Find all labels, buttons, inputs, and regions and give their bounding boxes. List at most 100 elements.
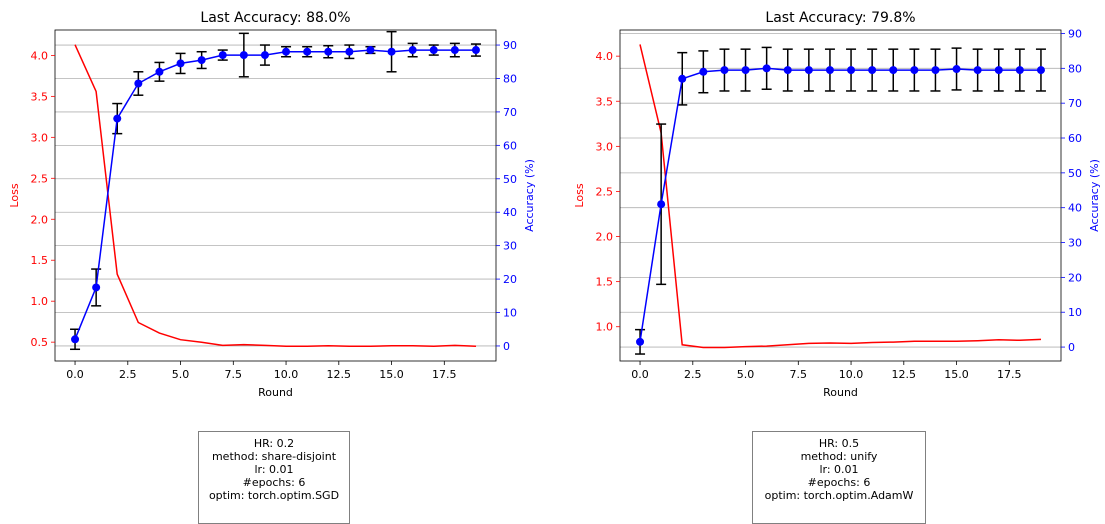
config-line-lr: lr: 0.01 xyxy=(254,463,294,476)
accuracy-point xyxy=(699,67,708,76)
accuracy-point xyxy=(678,74,687,83)
accuracy-point xyxy=(282,47,291,56)
right-y-tick-label: 70 xyxy=(1068,97,1082,110)
accuracy-point xyxy=(783,66,792,75)
x-tick-label: 15.0 xyxy=(944,368,969,381)
left-y-tick-label: 1.0 xyxy=(31,295,49,308)
left-y-tick-label: 0.5 xyxy=(31,336,49,349)
x-tick-label: 7.5 xyxy=(225,368,243,381)
accuracy-point xyxy=(910,66,919,75)
accuracy-point xyxy=(387,47,396,56)
right-y-tick-label: 40 xyxy=(503,206,517,219)
accuracy-point xyxy=(176,59,185,68)
chart-1: 0.0 2.5 5.0 7.5 10.0 12.5 15.0 17.5 0.5 1.0 1.5 2.0… xyxy=(8,10,536,399)
accuracy-point xyxy=(408,46,417,55)
accuracy-point xyxy=(429,46,438,55)
config-line-hr: HR: 0.5 xyxy=(818,437,860,450)
right-y-tick-label: 0 xyxy=(503,340,510,353)
right-y-tick-label: 70 xyxy=(503,106,517,119)
x-tick-label: 0.0 xyxy=(631,368,649,381)
accuracy-point xyxy=(636,337,645,346)
x-tick-label: 2.5 xyxy=(684,368,702,381)
x-axis-label: Round xyxy=(823,386,858,399)
accuracy-line xyxy=(74,49,476,340)
right-y-tick-label: 50 xyxy=(503,173,517,186)
plot-frame xyxy=(54,29,497,362)
config-line-lr: lr: 0.01 xyxy=(819,463,859,476)
right-y-tick-label: 90 xyxy=(1068,27,1082,40)
accuracy-point xyxy=(113,114,122,123)
accuracy-point xyxy=(303,47,312,56)
left-y-axis-label: Loss xyxy=(8,183,21,207)
config-line-epochs: #epochs: 6 xyxy=(242,476,306,489)
accuracy-point xyxy=(71,335,80,344)
accuracy-point xyxy=(1036,66,1045,75)
accuracy-point xyxy=(720,66,729,75)
loss-line xyxy=(74,44,477,348)
accuracy-point xyxy=(762,64,771,73)
left-y-tick-label: 2.0 xyxy=(31,213,49,226)
right-y-axis-label: Accuracy (%) xyxy=(1088,159,1101,232)
right-y-tick-label: 50 xyxy=(1068,167,1082,180)
left-y-tick-label: 3.5 xyxy=(596,95,614,108)
accuracy-point xyxy=(197,56,206,65)
left-y-tick-label: 1.0 xyxy=(596,321,614,334)
left-y-tick-label: 4.0 xyxy=(31,49,49,62)
config-line-optim: optim: torch.optim.AdamW xyxy=(764,489,914,502)
config-line-method: method: unify xyxy=(800,450,878,463)
accuracy-point xyxy=(889,66,898,75)
x-tick-label: 10.0 xyxy=(274,368,299,381)
right-y-tick-label: 60 xyxy=(1068,132,1082,145)
right-y-axis-label: Accuracy (%) xyxy=(523,159,536,232)
accuracy-point xyxy=(868,66,877,75)
accuracy-point xyxy=(952,65,961,74)
accuracy-point xyxy=(324,47,333,56)
accuracy-point xyxy=(471,46,480,55)
x-tick-label: 7.5 xyxy=(790,368,808,381)
left-y-axis-label: Loss xyxy=(573,183,586,207)
left-y-tick-label: 2.0 xyxy=(596,231,614,244)
x-tick-label: 5.0 xyxy=(737,368,755,381)
right-y-tick-label: 80 xyxy=(503,72,517,85)
left-y-tick-label: 2.5 xyxy=(31,172,49,185)
x-axis-label: Round xyxy=(258,386,293,399)
config-line-hr: HR: 0.2 xyxy=(253,437,295,450)
right-y-tick-label: 40 xyxy=(1068,202,1082,215)
right-y-tick-label: 0 xyxy=(1068,341,1075,354)
right-y-tick-label: 10 xyxy=(1068,306,1082,319)
accuracy-point xyxy=(218,51,227,60)
x-tick-label: 10.0 xyxy=(839,368,864,381)
right-y-tick-label: 90 xyxy=(503,39,517,52)
right-y-tick-label: 60 xyxy=(503,139,517,152)
x-tick-label: 15.0 xyxy=(379,368,404,381)
loss-line xyxy=(639,44,1042,349)
accuracy-point xyxy=(825,66,834,75)
left-y-tick-label: 1.5 xyxy=(596,276,614,289)
chart-title: Last Accuracy: 88.0% xyxy=(200,10,350,26)
config-line-epochs: #epochs: 6 xyxy=(807,476,871,489)
accuracy-point xyxy=(657,200,666,209)
accuracy-point xyxy=(155,67,164,76)
right-y-tick-label: 30 xyxy=(503,240,517,253)
accuracy-point xyxy=(1015,66,1024,75)
accuracy-point xyxy=(994,66,1003,75)
x-tick-label: 12.5 xyxy=(327,368,352,381)
left-y-tick-label: 2.5 xyxy=(596,185,614,198)
accuracy-line xyxy=(639,67,1041,342)
x-tick-label: 0.0 xyxy=(66,368,84,381)
accuracy-point xyxy=(345,47,354,56)
right-y-tick-label: 10 xyxy=(503,307,517,320)
config-box-left: HR: 0.2 method: share-disjoint lr: 0.01 … xyxy=(198,431,350,524)
left-y-tick-label: 3.0 xyxy=(31,131,49,144)
x-tick-label: 5.0 xyxy=(172,368,190,381)
accuracy-point xyxy=(847,66,856,75)
x-tick-label: 17.5 xyxy=(432,368,457,381)
right-y-tick-label: 80 xyxy=(1068,62,1082,75)
accuracy-point xyxy=(92,283,101,292)
config-line-method: method: share-disjoint xyxy=(211,450,337,463)
accuracy-point xyxy=(239,51,248,60)
left-y-tick-label: 1.5 xyxy=(31,254,49,267)
right-y-tick-label: 20 xyxy=(503,273,517,286)
accuracy-point xyxy=(804,66,813,75)
